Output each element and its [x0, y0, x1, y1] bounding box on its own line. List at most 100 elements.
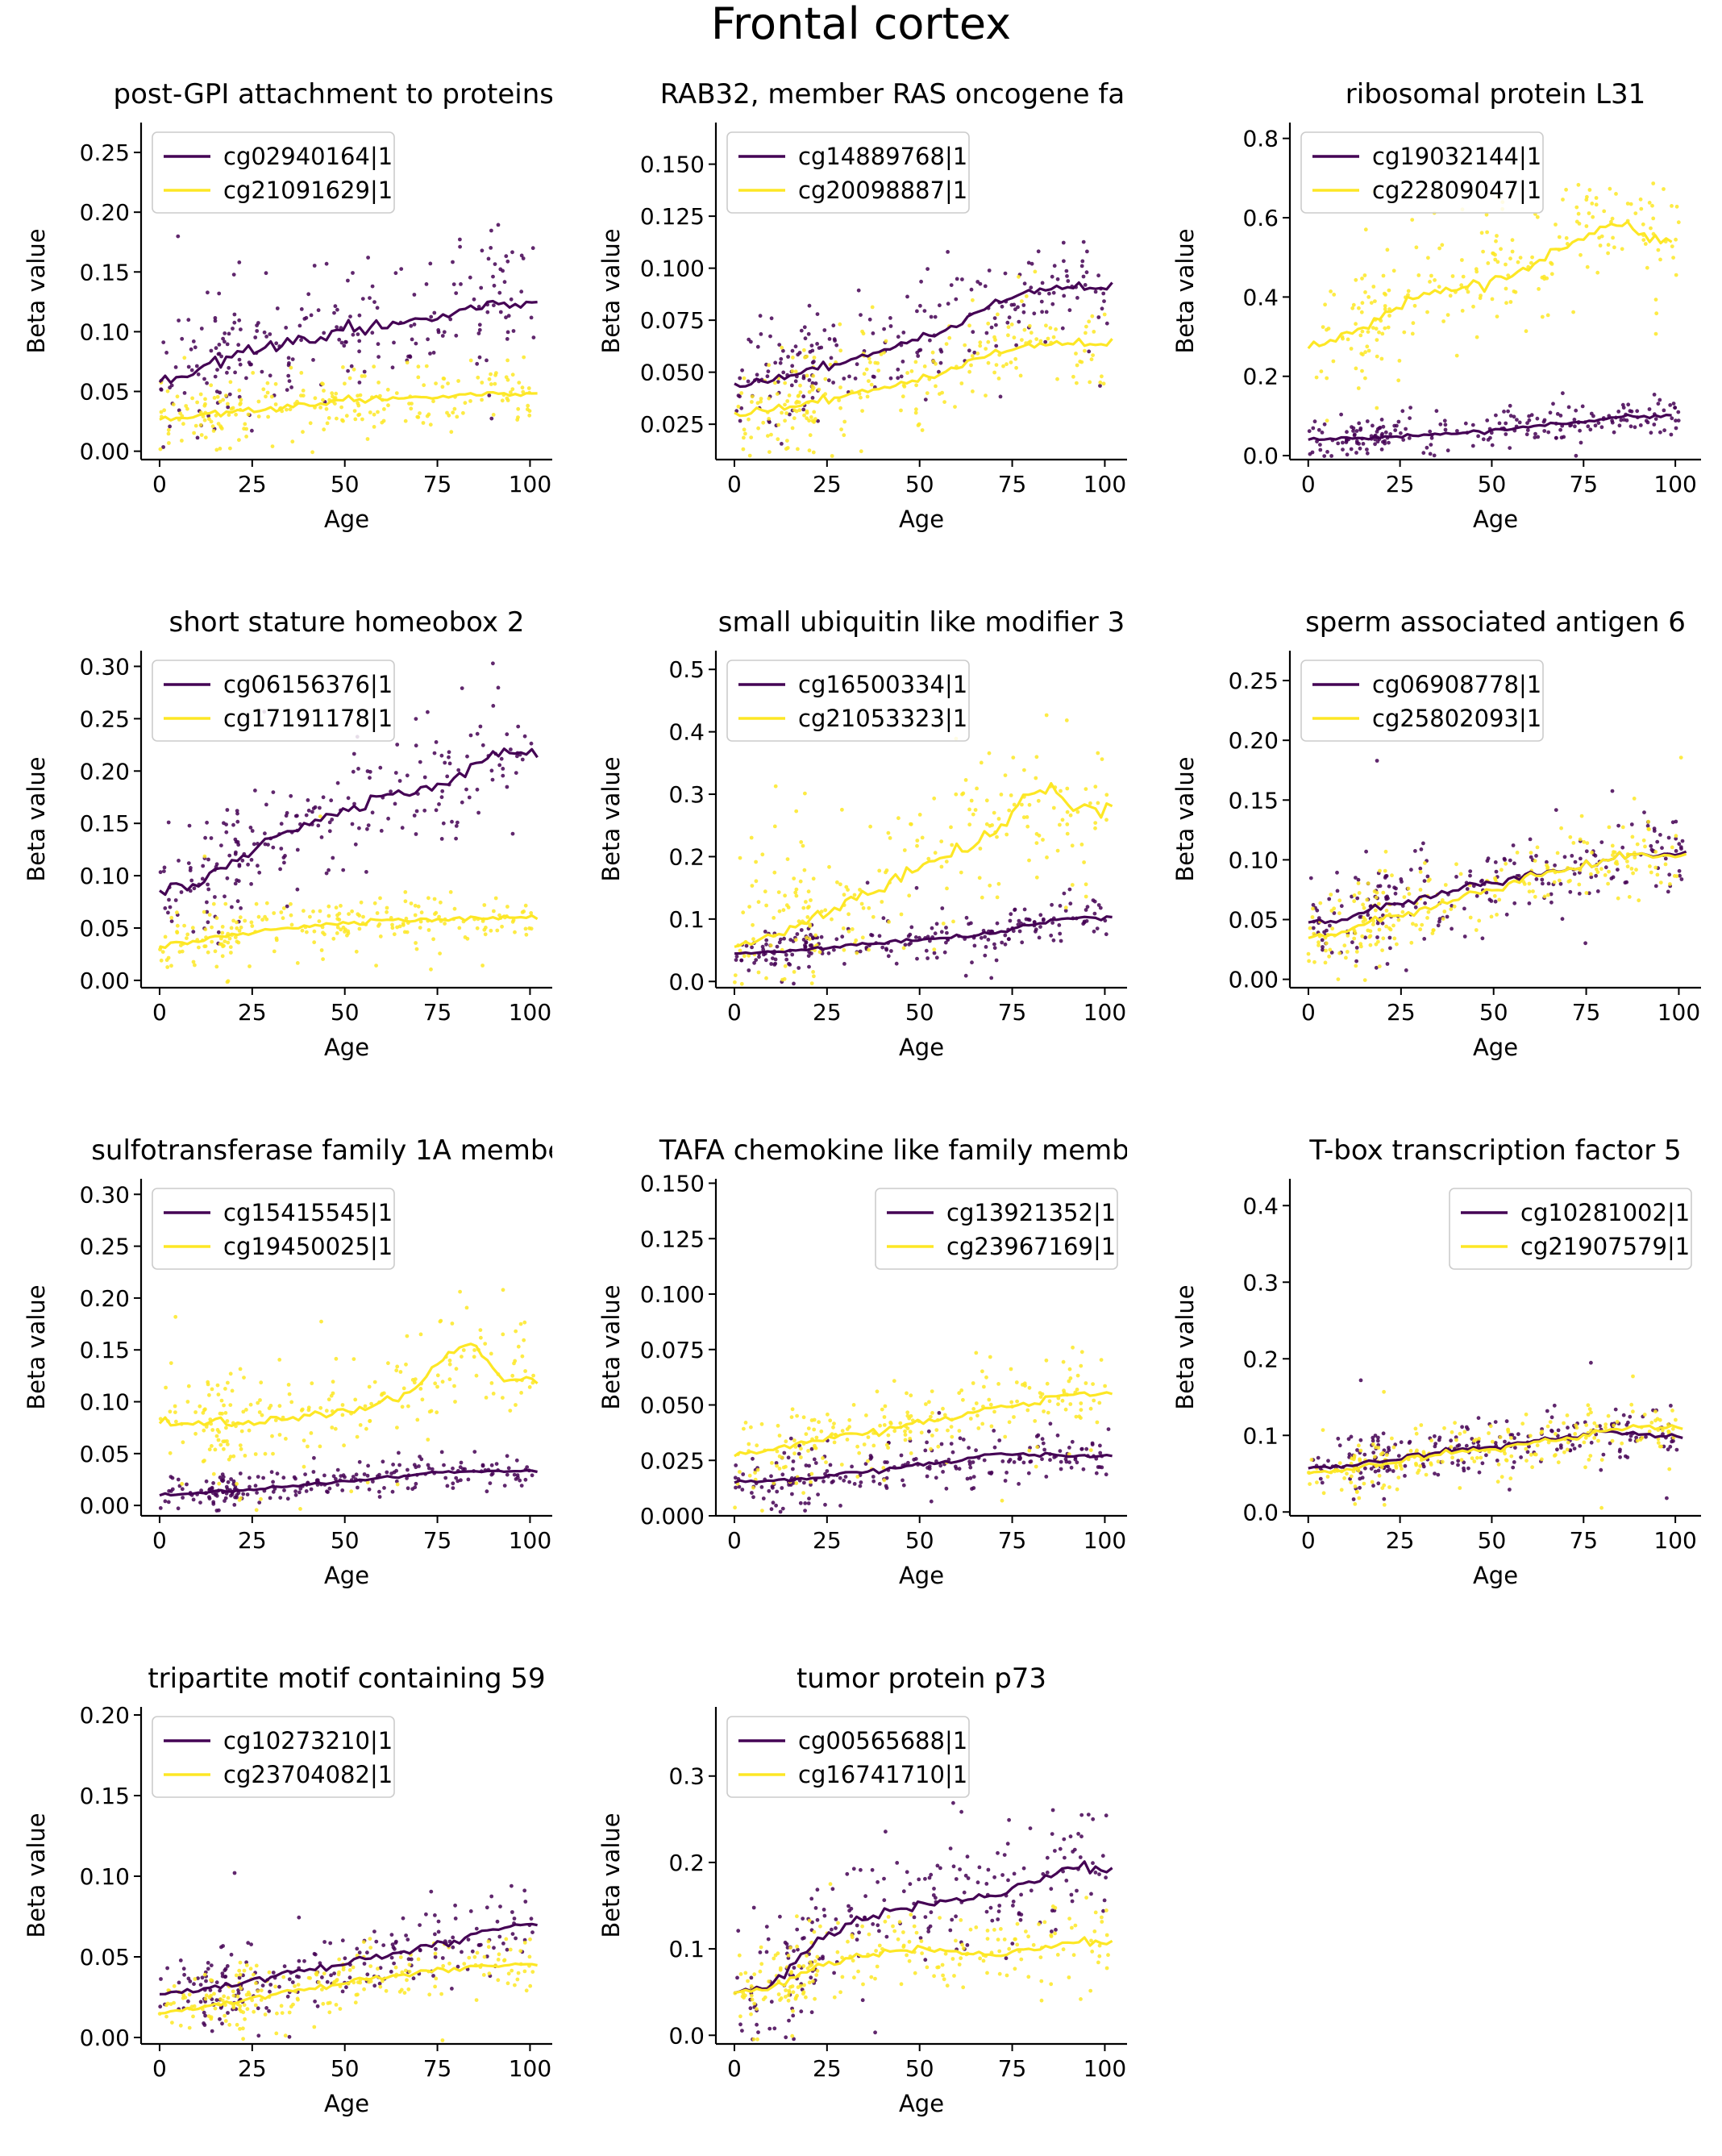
data-point	[969, 798, 974, 803]
data-point	[1366, 330, 1371, 334]
data-point	[1058, 822, 1062, 827]
data-point	[882, 1898, 887, 1903]
data-point	[1437, 917, 1442, 921]
data-point	[1360, 934, 1365, 939]
y-tick-label: 0.125	[640, 203, 705, 230]
data-point	[777, 1467, 782, 1471]
data-point	[327, 1486, 332, 1491]
data-point	[235, 899, 240, 904]
data-point	[1021, 310, 1026, 314]
data-point	[801, 938, 806, 942]
data-point	[217, 1508, 221, 1513]
data-point	[206, 290, 210, 295]
data-point	[1084, 908, 1088, 912]
data-point	[237, 1975, 242, 1980]
data-point	[317, 1980, 321, 1984]
legend-entry: cg19450025|1	[223, 1233, 393, 1260]
data-point	[882, 1478, 887, 1483]
data-point	[287, 2010, 292, 2015]
legend-entry: cg21907579|1	[1520, 1233, 1690, 1260]
data-point	[1100, 757, 1104, 761]
data-point	[1599, 840, 1604, 844]
data-point	[945, 886, 949, 891]
legend-frame	[726, 660, 970, 742]
y-tick-label: 0.00	[80, 968, 130, 994]
data-point	[1355, 1448, 1359, 1452]
data-point	[1098, 905, 1103, 910]
data-point	[1512, 414, 1516, 419]
data-point	[944, 1486, 949, 1491]
data-point	[759, 1421, 764, 1426]
data-point	[299, 338, 303, 343]
data-point	[817, 950, 822, 955]
data-point	[309, 1487, 314, 1492]
data-point	[202, 403, 207, 408]
data-point	[1059, 789, 1063, 793]
data-point	[794, 893, 799, 898]
data-point	[237, 438, 241, 443]
data-point	[1498, 1435, 1503, 1439]
data-point	[377, 1981, 382, 1986]
data-point	[271, 790, 276, 794]
data-point	[408, 355, 413, 360]
data-point	[1387, 1467, 1392, 1472]
data-point	[1039, 299, 1044, 304]
data-point	[1007, 315, 1012, 320]
data-point	[1042, 1409, 1046, 1413]
data-point	[1050, 1808, 1055, 1813]
data-point	[777, 1454, 782, 1459]
data-point	[170, 1475, 175, 1480]
data-point	[290, 357, 295, 361]
data-point	[375, 911, 380, 915]
data-point	[268, 332, 272, 336]
data-point	[1310, 915, 1315, 919]
data-point	[341, 418, 345, 423]
data-point	[1027, 1385, 1032, 1390]
data-point	[378, 1984, 383, 1989]
data-point	[415, 414, 420, 419]
data-point	[516, 1344, 521, 1349]
data-point	[1508, 1476, 1513, 1481]
data-point	[1021, 1460, 1026, 1465]
x-tick-label: 100	[509, 1527, 551, 1554]
data-point	[297, 1975, 301, 1979]
data-point	[377, 1495, 382, 1499]
data-point	[1548, 1420, 1553, 1424]
data-point	[1607, 825, 1612, 830]
data-point	[295, 887, 300, 892]
data-point	[803, 1509, 807, 1513]
data-point	[938, 360, 943, 365]
data-point	[237, 864, 242, 868]
data-point	[368, 776, 372, 780]
data-point	[1620, 845, 1625, 850]
data-point	[252, 2009, 256, 2014]
data-point	[1380, 921, 1385, 926]
data-point	[405, 773, 410, 778]
data-point	[922, 364, 927, 368]
data-point	[926, 856, 931, 861]
data-point	[487, 377, 492, 381]
data-point	[773, 957, 778, 962]
data-point	[297, 1490, 302, 1495]
data-point	[480, 743, 485, 747]
data-point	[1499, 247, 1503, 252]
data-point	[734, 1463, 738, 1467]
data-point	[908, 1882, 913, 1887]
data-point	[433, 1951, 438, 1956]
data-point	[336, 1972, 341, 1977]
data-point	[1610, 420, 1615, 425]
data-point	[1549, 1429, 1554, 1434]
data-point	[166, 955, 171, 960]
data-point	[193, 963, 197, 968]
data-point	[1034, 755, 1039, 760]
y-axis-label: Beta value	[1171, 1284, 1199, 1409]
y-tick-label: 0.1	[1242, 1422, 1279, 1449]
data-point	[1096, 315, 1101, 319]
data-point	[918, 303, 922, 308]
data-point	[967, 323, 971, 328]
data-point	[431, 1974, 435, 1978]
data-point	[984, 1909, 989, 1914]
data-point	[905, 371, 909, 375]
data-point	[747, 905, 751, 909]
data-point	[208, 1987, 213, 1992]
